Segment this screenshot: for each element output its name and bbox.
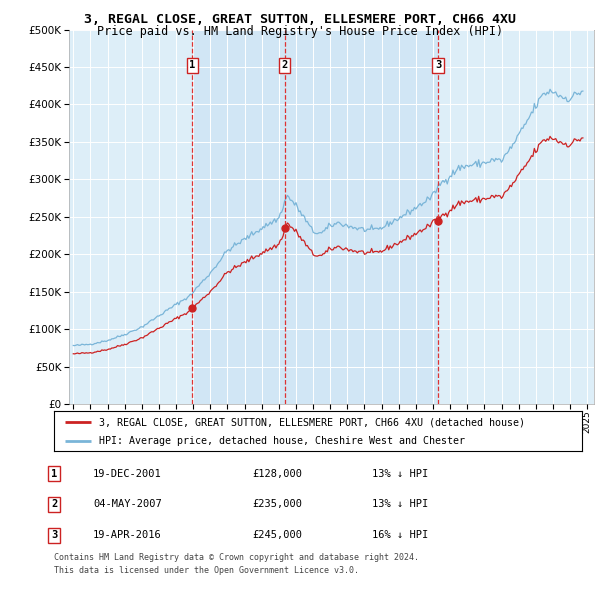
Text: 04-MAY-2007: 04-MAY-2007: [93, 500, 162, 509]
Text: 13% ↓ HPI: 13% ↓ HPI: [372, 469, 428, 478]
Text: 2: 2: [281, 60, 288, 70]
Text: 3, REGAL CLOSE, GREAT SUTTON, ELLESMERE PORT, CH66 4XU: 3, REGAL CLOSE, GREAT SUTTON, ELLESMERE …: [84, 13, 516, 26]
Text: £128,000: £128,000: [252, 469, 302, 478]
Text: 1: 1: [190, 60, 196, 70]
Text: HPI: Average price, detached house, Cheshire West and Chester: HPI: Average price, detached house, Ches…: [99, 435, 465, 445]
Text: 13% ↓ HPI: 13% ↓ HPI: [372, 500, 428, 509]
Text: 16% ↓ HPI: 16% ↓ HPI: [372, 530, 428, 540]
Text: £245,000: £245,000: [252, 530, 302, 540]
Bar: [193, 30, 284, 404]
Text: 3, REGAL CLOSE, GREAT SUTTON, ELLESMERE PORT, CH66 4XU (detached house): 3, REGAL CLOSE, GREAT SUTTON, ELLESMERE …: [99, 417, 525, 427]
Text: 3: 3: [51, 530, 57, 540]
Text: Contains HM Land Registry data © Crown copyright and database right 2024.: Contains HM Land Registry data © Crown c…: [54, 553, 419, 562]
Text: 19-DEC-2001: 19-DEC-2001: [93, 469, 162, 478]
Text: £235,000: £235,000: [252, 500, 302, 509]
Text: 2: 2: [51, 500, 57, 509]
Text: Price paid vs. HM Land Registry's House Price Index (HPI): Price paid vs. HM Land Registry's House …: [97, 25, 503, 38]
Text: 1: 1: [51, 469, 57, 478]
Text: 19-APR-2016: 19-APR-2016: [93, 530, 162, 540]
Bar: [284, 30, 438, 404]
Text: 3: 3: [435, 60, 441, 70]
Text: This data is licensed under the Open Government Licence v3.0.: This data is licensed under the Open Gov…: [54, 566, 359, 575]
